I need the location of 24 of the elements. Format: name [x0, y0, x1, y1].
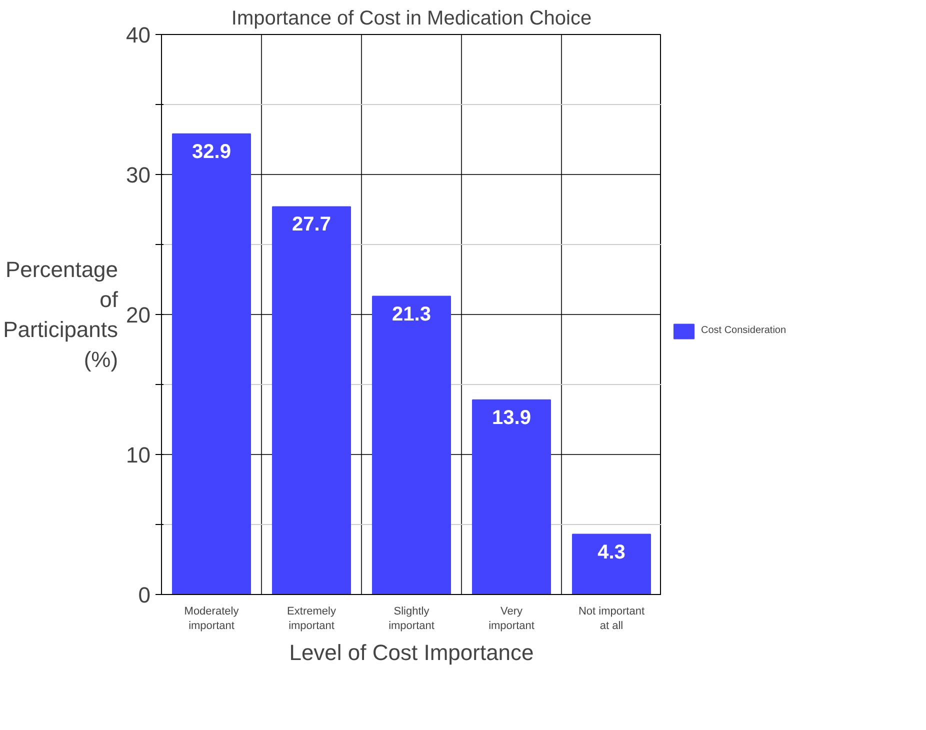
data-label: 21.3 [392, 303, 431, 326]
y-tick-label: 30 [126, 162, 151, 188]
x-tick-label: Slightly important [388, 606, 434, 632]
y-tick-label: 20 [126, 302, 151, 328]
bar [372, 296, 451, 594]
data-label: 32.9 [192, 140, 231, 163]
legend-label: Cost Consideration [701, 325, 786, 336]
y-tick-label: 40 [126, 22, 151, 48]
bar [572, 534, 651, 594]
x-tick-label: Not important at all [578, 606, 645, 632]
x-axis-title: Level of Cost Importance [289, 640, 534, 665]
y-tick-label: 0 [138, 582, 151, 608]
x-tick-label: Moderately important [184, 606, 240, 632]
bar [272, 206, 351, 594]
y-axis-title: Percentage of Participants (%) [3, 257, 119, 372]
x-tick-label: Extremely important [287, 606, 336, 632]
data-label: 13.9 [492, 406, 531, 429]
bar [472, 399, 551, 594]
data-label: 27.7 [292, 214, 331, 236]
chart-title: Importance of Cost in Medication Choice [231, 8, 592, 30]
y-tick-label: 10 [126, 442, 151, 468]
x-tick-label: Very important [488, 606, 534, 632]
data-label: 4.3 [598, 541, 626, 564]
bar [172, 133, 251, 594]
